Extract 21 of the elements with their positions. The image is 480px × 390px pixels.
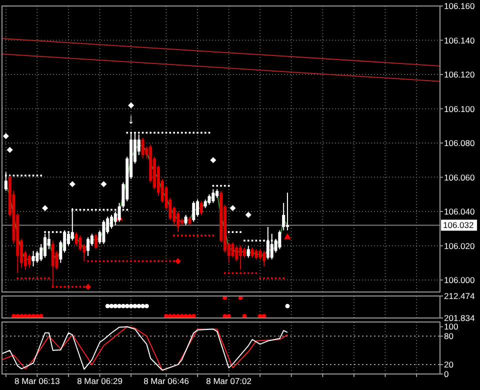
x-tick-label: 8 Mar 06:13 (14, 376, 60, 386)
x-tick-label: 8 Mar 07:02 (206, 376, 252, 386)
y-tick-label: 212.474 (444, 291, 475, 301)
y-tick-label: 80 (444, 331, 454, 342)
x-tick-label: 8 Mar 06:29 (77, 376, 123, 386)
y-tick-label: 20 (444, 360, 454, 370)
y-tick-label: 106.080 (444, 138, 475, 148)
y-tick-label: 106.060 (444, 172, 475, 182)
ref-line-label: 106.032 (443, 220, 474, 230)
y-tick-label: 106.100 (444, 104, 475, 114)
y-tick-label: 106.040 (444, 206, 475, 217)
y-tick-label: 106.120 (444, 70, 475, 80)
y-tick-label: 0 (444, 369, 449, 379)
y-tick-label: 106.000 (444, 275, 475, 286)
x-tick-label: 8 Mar 06:46 (144, 376, 190, 386)
y-tick-label: 106.140 (444, 35, 475, 46)
annotation: ↓ (128, 110, 135, 127)
y-tick-label: 106.160 (444, 1, 475, 11)
y-tick-label: 100 (444, 322, 458, 332)
y-tick-label: 106.020 (444, 240, 475, 251)
y-tick-label: 201.834 (444, 313, 475, 323)
